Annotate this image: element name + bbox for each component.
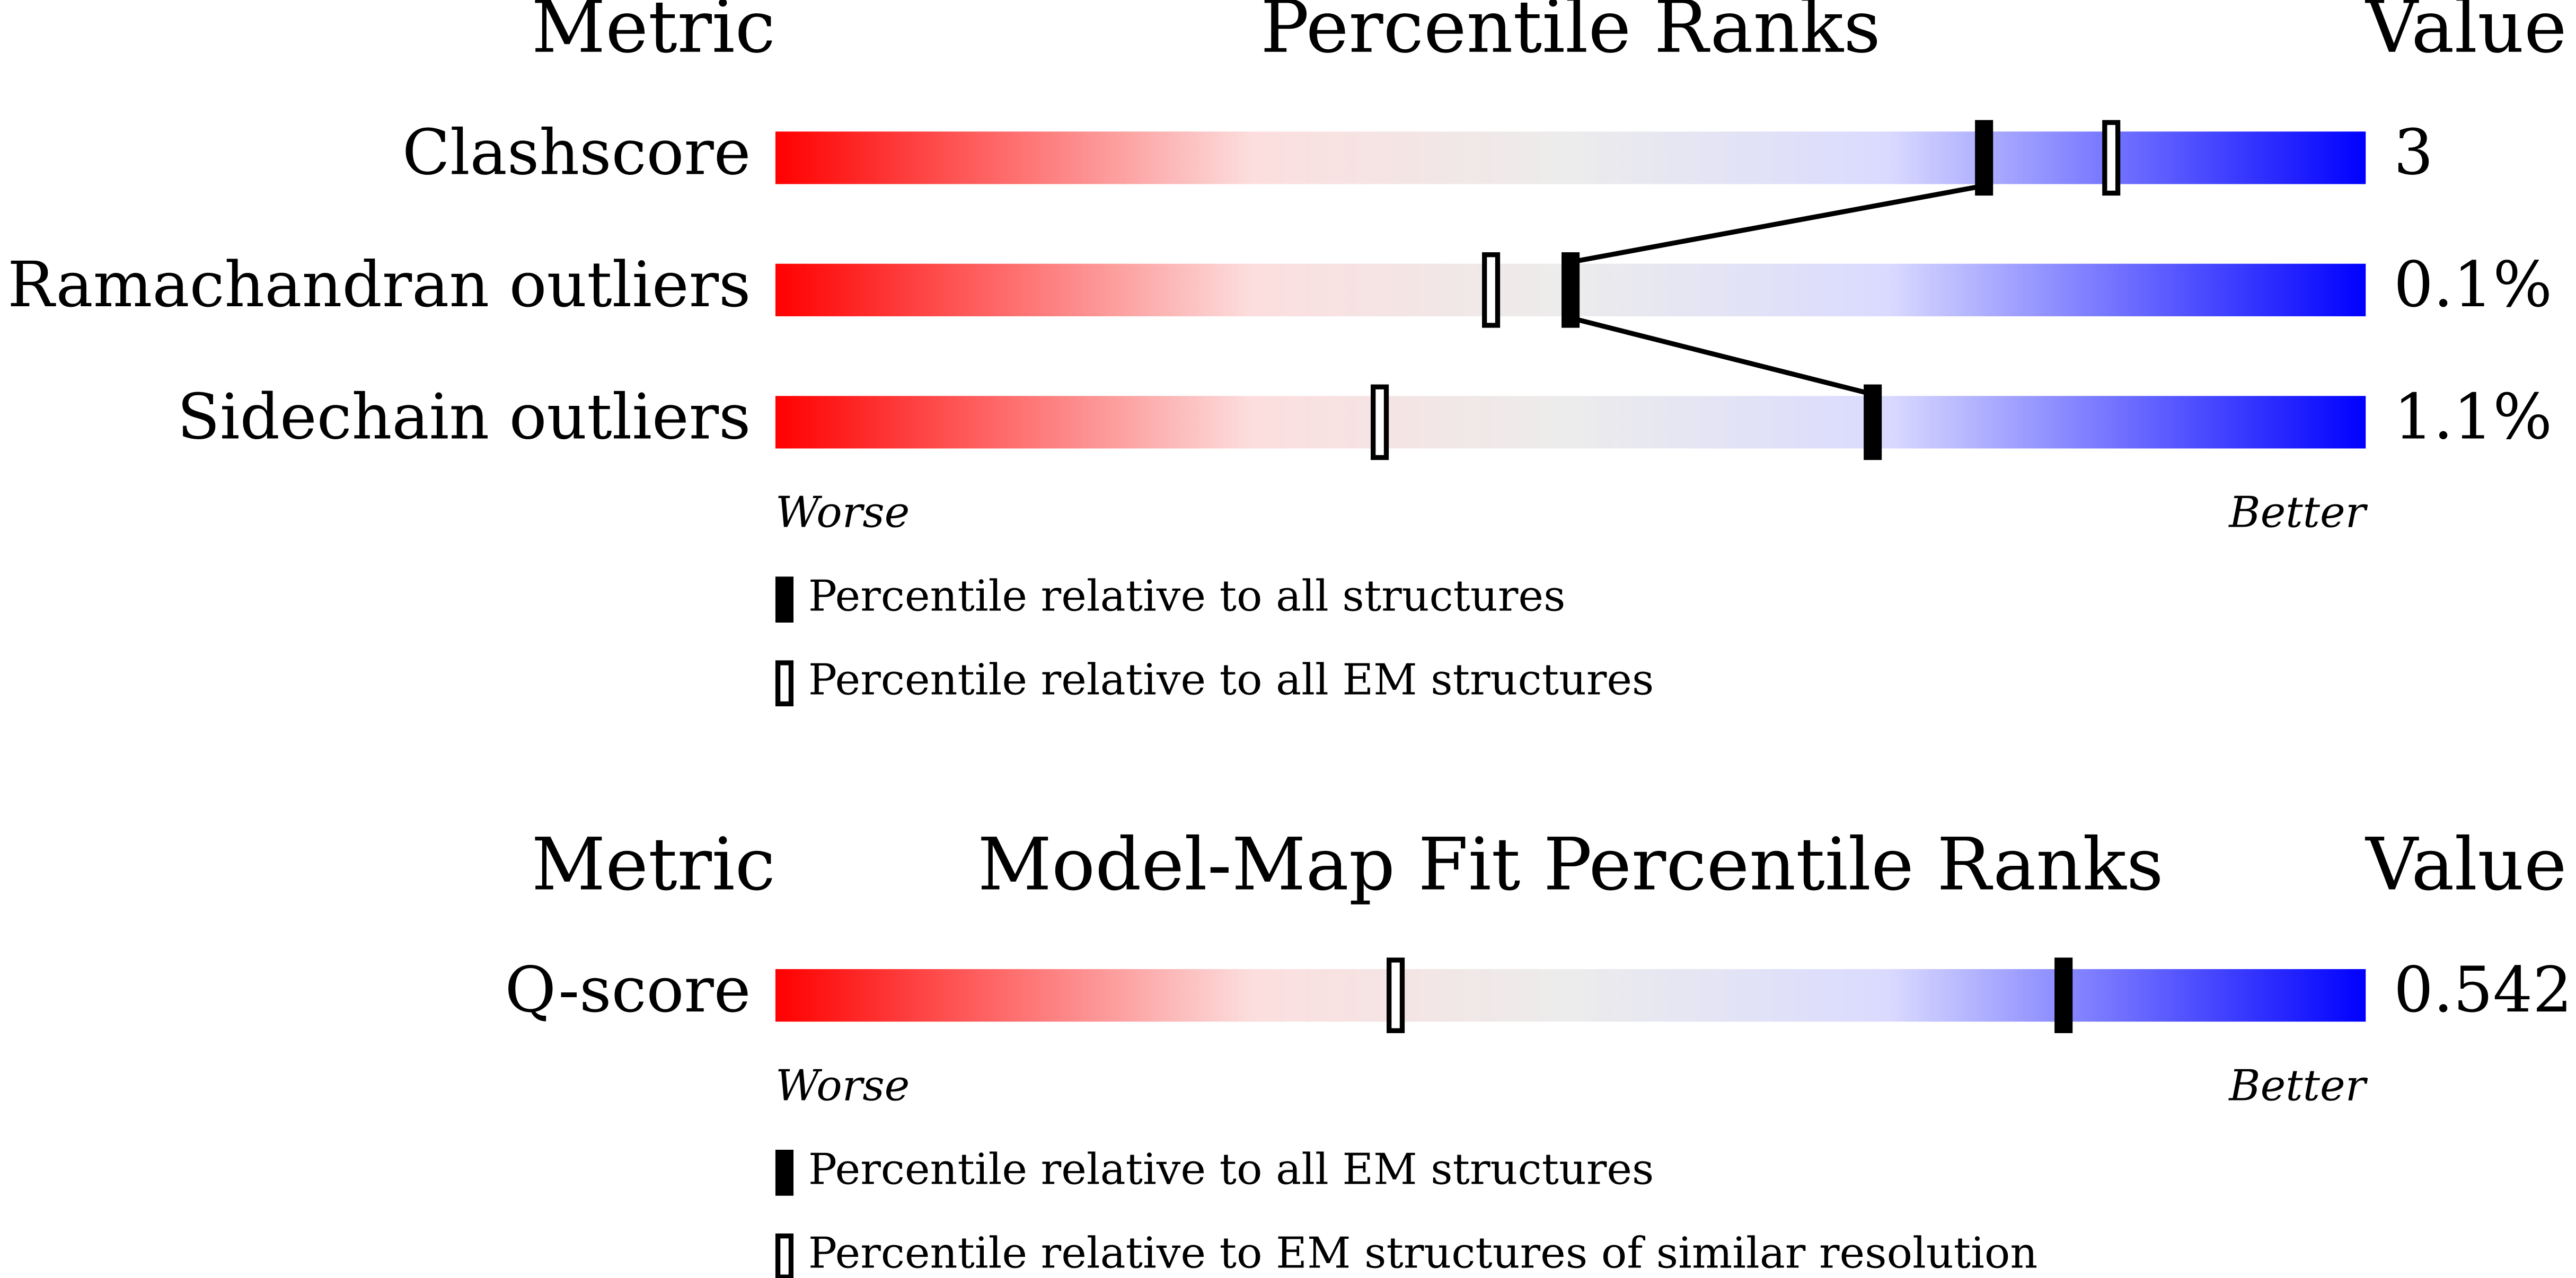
legend-swatch-hollow (775, 660, 794, 707)
metric-label: Q-score (505, 954, 751, 1026)
metric-value: 0.1% (2394, 248, 2552, 321)
better-label: Better (2228, 488, 2368, 538)
legend-label: Percentile relative to EM structures of … (808, 1228, 2037, 1278)
marker-filled (1562, 252, 1580, 328)
marker-filled (1975, 120, 1993, 196)
worse-label: Worse (775, 1061, 910, 1111)
marker-hollow (2102, 120, 2121, 196)
metric-value: 1.1% (2394, 380, 2552, 453)
percentile-bar (775, 131, 2366, 184)
marker-filled (2054, 957, 2073, 1033)
marker-filled (1864, 384, 1882, 460)
header-value: Value (2365, 823, 2566, 907)
header-metric: Metric (532, 823, 775, 907)
header-title: Model-Map Fit Percentile Ranks (977, 823, 2163, 907)
legend-label: Percentile relative to all EM structures (808, 655, 1654, 705)
legend-swatch-filled (775, 1149, 794, 1196)
header-title: Percentile Ranks (1260, 0, 1881, 69)
legend-label: Percentile relative to all EM structures (808, 1144, 1654, 1194)
metric-value: 0.542 (2394, 954, 2572, 1026)
worse-label: Worse (775, 488, 910, 538)
marker-hollow (1371, 384, 1389, 460)
metric-label: Clashscore (402, 116, 751, 189)
header-value: Value (2365, 0, 2566, 69)
percentile-bar (775, 396, 2366, 449)
metric-value: 3 (2394, 116, 2433, 189)
connector (1570, 183, 1985, 265)
legend-swatch-hollow (775, 1233, 794, 1278)
percentile-bar (775, 969, 2366, 1022)
header-metric: Metric (532, 0, 775, 69)
marker-hollow (1482, 252, 1501, 328)
metric-label: Ramachandran outliers (7, 248, 751, 321)
marker-hollow (1387, 957, 1405, 1033)
connector (1569, 315, 1874, 397)
legend-swatch-filled (775, 576, 794, 623)
better-label: Better (2228, 1061, 2368, 1111)
metric-label: Sidechain outliers (177, 380, 751, 453)
legend-label: Percentile relative to all structures (808, 572, 1566, 622)
